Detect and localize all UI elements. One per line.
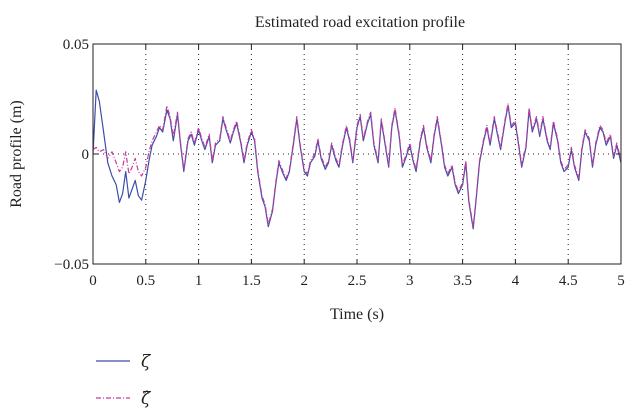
y-tick-label: 0.05 xyxy=(63,37,89,53)
chart-title: Estimated road excitation profile xyxy=(255,14,465,31)
x-tick-label: 4.5 xyxy=(559,273,578,289)
grid-lines xyxy=(93,44,621,264)
legend-label-zeta: ζ xyxy=(141,352,152,372)
x-tick-label: 2.5 xyxy=(348,273,367,289)
legend-label-zeta-hat: ζ̂ xyxy=(141,389,152,409)
x-tick-label: 1 xyxy=(195,273,203,289)
x-tick-label: 5 xyxy=(617,273,625,289)
y-tick-labels: −0.05 0 0.05 xyxy=(54,37,89,273)
x-tick-label: 3.5 xyxy=(453,273,472,289)
y-tick-label: 0 xyxy=(82,147,90,163)
x-tick-label: 2 xyxy=(300,273,308,289)
x-tick-label: 1.5 xyxy=(242,273,261,289)
axis-ticks xyxy=(92,43,622,265)
x-tick-label: 3 xyxy=(406,273,414,289)
series-line-zeta-hat xyxy=(92,102,622,228)
series-lines xyxy=(92,89,622,230)
y-tick-label: −0.05 xyxy=(54,257,89,273)
legend: ζ ζ̂ xyxy=(96,352,152,409)
x-tick-label: 4 xyxy=(512,273,520,289)
x-tick-label: 0 xyxy=(89,273,97,289)
x-axis-label: Time (s) xyxy=(330,306,384,323)
y-axis-label: Road profile (m) xyxy=(8,100,25,208)
x-tick-label: 0.5 xyxy=(136,273,155,289)
x-tick-labels: 0 0.5 1 1.5 2 2.5 3 3.5 4 4.5 5 xyxy=(89,273,625,289)
